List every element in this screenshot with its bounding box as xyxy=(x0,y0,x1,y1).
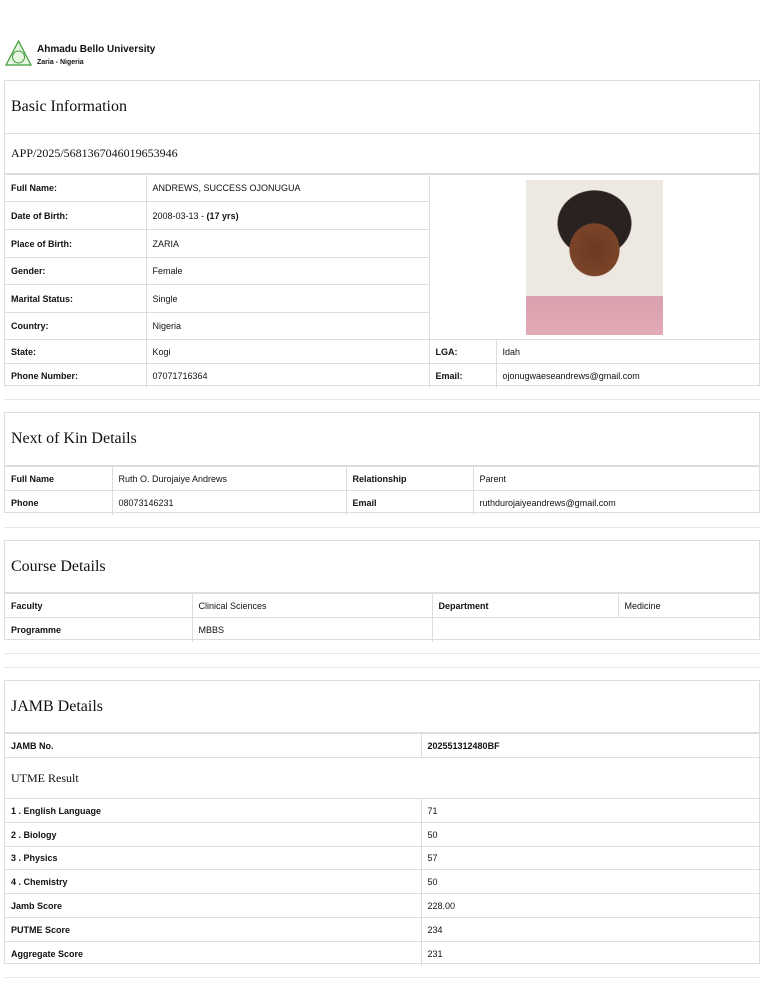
label: JAMB No. xyxy=(5,733,422,758)
basic-information-section: Basic Information APP/2025/5681367046019… xyxy=(4,80,760,388)
label: 3 . Physics xyxy=(5,846,422,870)
university-logo-icon xyxy=(5,40,32,66)
label: Department xyxy=(431,593,619,618)
application-number: APP/2025/5681367046019653946 xyxy=(5,134,759,174)
label: Place of Birth: xyxy=(5,229,147,258)
score-value: 50 xyxy=(420,869,759,894)
kin-relationship-value: Parent xyxy=(472,466,759,491)
score-value: 50 xyxy=(420,822,759,847)
section-title: Basic Information xyxy=(5,81,759,134)
divider xyxy=(4,653,760,654)
university-location: Zaria - Nigeria xyxy=(37,59,84,66)
jamb-number-value: 202551312480BF xyxy=(420,733,759,758)
divider xyxy=(4,667,760,668)
gender-value: Female xyxy=(145,257,429,285)
label: Phone Number: xyxy=(5,363,147,388)
university-name: Ahmadu Bello University xyxy=(37,44,156,55)
department-value: Medicine xyxy=(617,593,759,618)
label: Programme xyxy=(5,617,193,642)
label: Gender: xyxy=(5,257,147,285)
programme-value: MBBS xyxy=(191,617,433,642)
label: Country: xyxy=(5,312,147,340)
label: Phone xyxy=(5,490,113,515)
label: 4 . Chemistry xyxy=(5,869,422,894)
label: Email: xyxy=(428,363,497,388)
label: Faculty xyxy=(5,593,193,618)
divider xyxy=(4,977,760,978)
photo-cell xyxy=(428,174,759,340)
marital-status-value: Single xyxy=(145,284,429,313)
label: State: xyxy=(5,339,147,364)
label: Marital Status: xyxy=(5,284,147,313)
dob-value: 2008-03-13 - (17 yrs) xyxy=(145,201,429,230)
empty-cell xyxy=(431,617,759,642)
age: (17 yrs) xyxy=(206,210,239,221)
label: Relationship xyxy=(345,466,474,491)
label: PUTME Score xyxy=(5,917,422,942)
kin-phone-value: 08073146231 xyxy=(111,490,347,515)
full-name-value: ANDREWS, SUCCESS OJONUGUA xyxy=(145,174,430,202)
next-of-kin-section: Next of Kin Details Full Name Ruth O. Dur… xyxy=(4,412,760,515)
divider xyxy=(4,527,760,528)
kin-email-value: ruthdurojaiyeandrews@gmail.com xyxy=(472,490,759,515)
kin-name-value: Ruth O. Durojaiye Andrews xyxy=(111,466,347,491)
label: Jamb Score xyxy=(5,893,422,918)
score-value: 57 xyxy=(420,846,759,870)
label: Email xyxy=(345,490,474,515)
faculty-value: Clinical Sciences xyxy=(191,593,433,618)
label: LGA: xyxy=(428,339,497,364)
email-value: ojonugwaeseandrews@gmail.com xyxy=(495,363,759,388)
course-details-section: Course Details Faculty Clinical Sciences D… xyxy=(4,540,760,642)
dob-date: 2008-03-13 - xyxy=(152,210,207,221)
section-title: Next of Kin Details xyxy=(5,413,759,466)
section-title: Course Details xyxy=(5,541,759,593)
label: 1 . English Language xyxy=(5,798,422,823)
label: Aggregate Score xyxy=(5,941,422,966)
label: 2 . Biology xyxy=(5,822,422,847)
label: Full Name xyxy=(5,466,113,491)
phone-value: 07071716364 xyxy=(145,363,430,388)
putme-score-value: 234 xyxy=(420,917,759,942)
jamb-details-section: JAMB Details JAMB No. 202551312480BF UTME… xyxy=(4,680,760,966)
utme-result-heading: UTME Result xyxy=(5,757,759,799)
divider xyxy=(4,399,760,400)
place-of-birth-value: ZARIA xyxy=(145,229,429,258)
applicant-photo xyxy=(525,179,663,335)
state-value: Kogi xyxy=(145,339,430,364)
label: Date of Birth: xyxy=(5,201,147,230)
country-value: Nigeria xyxy=(145,312,429,340)
aggregate-score-value: 231 xyxy=(420,941,759,966)
score-value: 71 xyxy=(420,798,759,823)
label: Full Name: xyxy=(5,174,147,202)
section-title: JAMB Details xyxy=(5,681,759,733)
lga-value: Idah xyxy=(495,339,759,364)
jamb-score-value: 228.00 xyxy=(420,893,759,918)
